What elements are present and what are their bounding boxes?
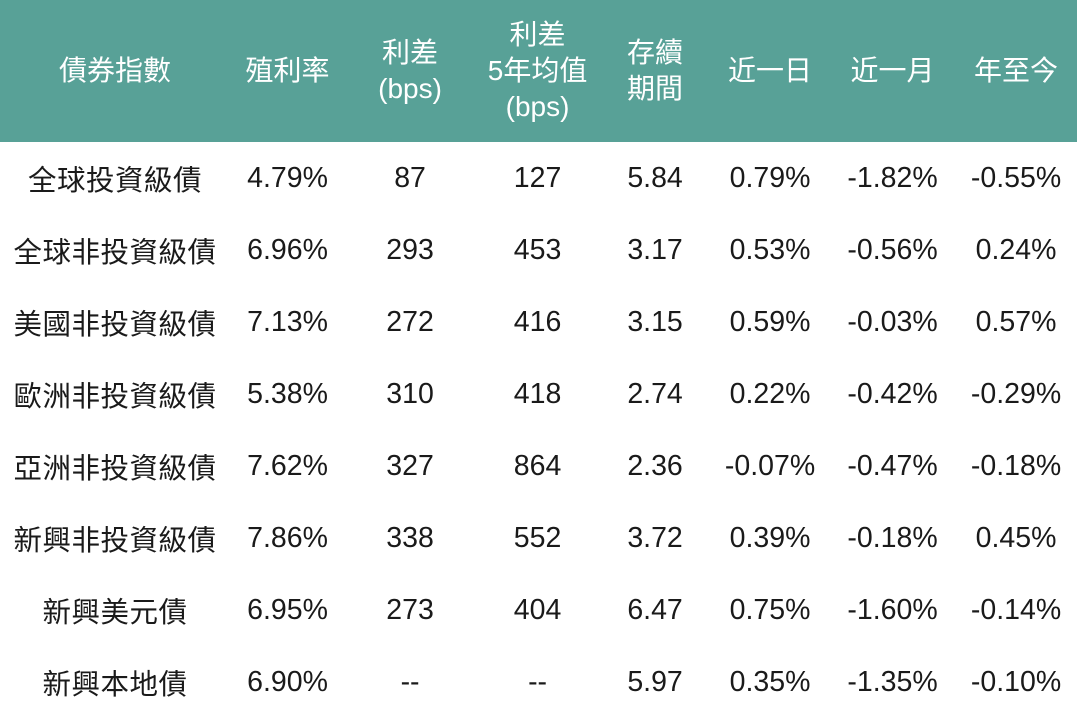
cell-day: 0.75% — [710, 574, 830, 646]
cell-ytd: 0.24% — [955, 214, 1077, 286]
cell-bond-name: 全球非投資級債 — [0, 214, 231, 286]
cell-ytd: -0.10% — [955, 646, 1077, 718]
header-cell-ytd: 年至今 — [955, 0, 1077, 142]
table-row: 亞洲非投資級債 7.62% 327 864 2.36 -0.07% -0.47% -0.18% — [0, 430, 1077, 502]
cell-bond-name: 新興本地債 — [0, 646, 231, 718]
cell-spread5y: 416 — [475, 286, 601, 358]
cell-day: 0.79% — [710, 142, 830, 214]
table-row: 新興非投資級債 7.86% 338 552 3.72 0.39% -0.18% 0.45% — [0, 502, 1077, 574]
cell-bond-name: 新興非投資級債 — [0, 502, 231, 574]
cell-spread: 272 — [345, 286, 476, 358]
cell-month: -0.03% — [830, 286, 956, 358]
cell-yield: 5.38% — [230, 358, 346, 430]
cell-month: -0.47% — [830, 430, 956, 502]
cell-duration: 3.17 — [600, 214, 711, 286]
table-row: 新興美元債 6.95% 273 404 6.47 0.75% -1.60% -0.14% — [0, 574, 1077, 646]
header-row: 債券指數 殖利率 利差 (bps) 利差 5年均值 (bps) 存續 期間 近一日 近一月年… — [0, 0, 1077, 142]
cell-duration: 5.97 — [600, 646, 711, 718]
cell-spread: 338 — [345, 502, 476, 574]
header-cell-yield: 殖利率 — [230, 0, 346, 142]
cell-spread5y: 864 — [475, 430, 601, 502]
cell-yield: 7.62% — [230, 430, 346, 502]
cell-spread5y: 552 — [475, 502, 601, 574]
cell-spread5y: 418 — [475, 358, 601, 430]
cell-yield: 6.90% — [230, 646, 346, 718]
cell-yield: 7.86% — [230, 502, 346, 574]
cell-month: -0.18% — [830, 502, 956, 574]
cell-duration: 6.47 — [600, 574, 711, 646]
cell-spread5y: 127 — [475, 142, 601, 214]
cell-day: 0.59% — [710, 286, 830, 358]
cell-day: 0.22% — [710, 358, 830, 430]
cell-duration: 2.36 — [600, 430, 711, 502]
cell-spread: 310 — [345, 358, 476, 430]
cell-spread5y: 453 — [475, 214, 601, 286]
table-row: 全球投資級債 4.79% 87 127 5.84 0.79% -1.82% -0.55% — [0, 142, 1077, 214]
table-body: 全球投資級債 4.79% 87 127 5.84 0.79% -1.82% -0.55% 全球非… — [0, 142, 1077, 718]
cell-month: -0.42% — [830, 358, 956, 430]
cell-duration: 5.84 — [600, 142, 711, 214]
cell-month: -1.35% — [830, 646, 956, 718]
cell-duration: 3.72 — [600, 502, 711, 574]
cell-yield: 6.95% — [230, 574, 346, 646]
cell-yield: 4.79% — [230, 142, 346, 214]
header-cell-spread5y: 利差 5年均值 (bps) — [475, 0, 601, 142]
cell-yield: 7.13% — [230, 286, 346, 358]
cell-ytd: 0.57% — [955, 286, 1077, 358]
cell-ytd: -0.18% — [955, 430, 1077, 502]
cell-month: -1.82% — [830, 142, 956, 214]
cell-spread: 87 — [345, 142, 476, 214]
table-row: 新興本地債 6.90% -- -- 5.97 0.35% -1.35% -0.10% — [0, 646, 1077, 718]
cell-bond-name: 全球投資級債 — [0, 142, 231, 214]
cell-bond-name: 歐洲非投資級債 — [0, 358, 231, 430]
cell-duration: 3.15 — [600, 286, 711, 358]
cell-spread: -- — [345, 646, 476, 718]
cell-ytd: -0.14% — [955, 574, 1077, 646]
cell-spread5y: 404 — [475, 574, 601, 646]
cell-day: 0.39% — [710, 502, 830, 574]
cell-spread5y: -- — [475, 646, 601, 718]
header-cell-name: 債券指數 — [0, 0, 231, 142]
cell-month: -1.60% — [830, 574, 956, 646]
table-header: 債券指數 殖利率 利差 (bps) 利差 5年均值 (bps) 存續 期間 近一日 近一月年… — [0, 0, 1077, 142]
table-row: 歐洲非投資級債 5.38% 310 418 2.74 0.22% -0.42% -0.29% — [0, 358, 1077, 430]
cell-spread: 273 — [345, 574, 476, 646]
cell-bond-name: 美國非投資級債 — [0, 286, 231, 358]
cell-bond-name: 新興美元債 — [0, 574, 231, 646]
cell-month: -0.56% — [830, 214, 956, 286]
cell-ytd: 0.45% — [955, 502, 1077, 574]
cell-ytd: -0.29% — [955, 358, 1077, 430]
header-cell-day: 近一日 — [710, 0, 830, 142]
cell-bond-name: 亞洲非投資級債 — [0, 430, 231, 502]
cell-day: 0.53% — [710, 214, 830, 286]
cell-yield: 6.96% — [230, 214, 346, 286]
cell-ytd: -0.55% — [955, 142, 1077, 214]
header-cell-spread: 利差 (bps) — [345, 0, 476, 142]
table-row: 美國非投資級債 7.13% 272 416 3.15 0.59% -0.03% 0.57% — [0, 286, 1077, 358]
header-cell-duration: 存續 期間 — [600, 0, 711, 142]
cell-day: -0.07% — [710, 430, 830, 502]
header-cell-month: 近一月 — [830, 0, 956, 142]
cell-duration: 2.74 — [600, 358, 711, 430]
table-row: 全球非投資級債 6.96% 293 453 3.17 0.53% -0.56% 0.24% — [0, 214, 1077, 286]
cell-spread: 327 — [345, 430, 476, 502]
cell-day: 0.35% — [710, 646, 830, 718]
cell-spread: 293 — [345, 214, 476, 286]
